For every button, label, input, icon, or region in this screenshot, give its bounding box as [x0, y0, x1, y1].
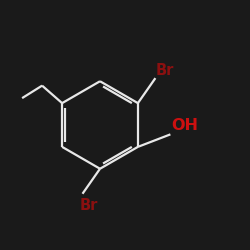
Text: Br: Br: [80, 198, 98, 212]
Text: Br: Br: [156, 62, 174, 78]
Text: OH: OH: [172, 118, 199, 133]
